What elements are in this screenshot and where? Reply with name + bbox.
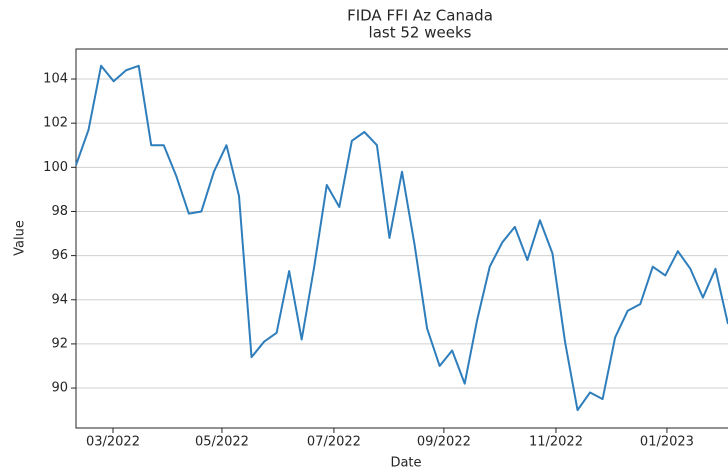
y-tick-label: 100 xyxy=(43,160,68,175)
x-tick-label: 09/2022 xyxy=(417,435,471,450)
x-tick-label: 03/2022 xyxy=(86,435,140,450)
series-line xyxy=(75,64,728,412)
y-tick-label: 104 xyxy=(43,72,68,87)
y-tick-label: 96 xyxy=(51,248,68,263)
y-tick-label: 94 xyxy=(51,292,68,307)
chart-subtitle: last 52 weeks xyxy=(369,24,472,42)
y-tick-label: 98 xyxy=(51,204,68,219)
x-tick-label: 07/2022 xyxy=(307,435,361,450)
x-tick-label: 01/2023 xyxy=(640,435,694,450)
y-tick-label: 92 xyxy=(51,336,68,351)
x-tick-label: 05/2022 xyxy=(195,435,249,450)
y-tick-label: 90 xyxy=(51,381,68,396)
x-tick-label: 11/2022 xyxy=(529,435,583,450)
axes-frame xyxy=(75,48,728,429)
y-axis-label: Value xyxy=(13,220,28,256)
x-axis-label: Date xyxy=(390,456,421,471)
chart-title: FIDA FFI Az Canada xyxy=(347,7,493,25)
y-tick-label: 102 xyxy=(43,116,68,131)
